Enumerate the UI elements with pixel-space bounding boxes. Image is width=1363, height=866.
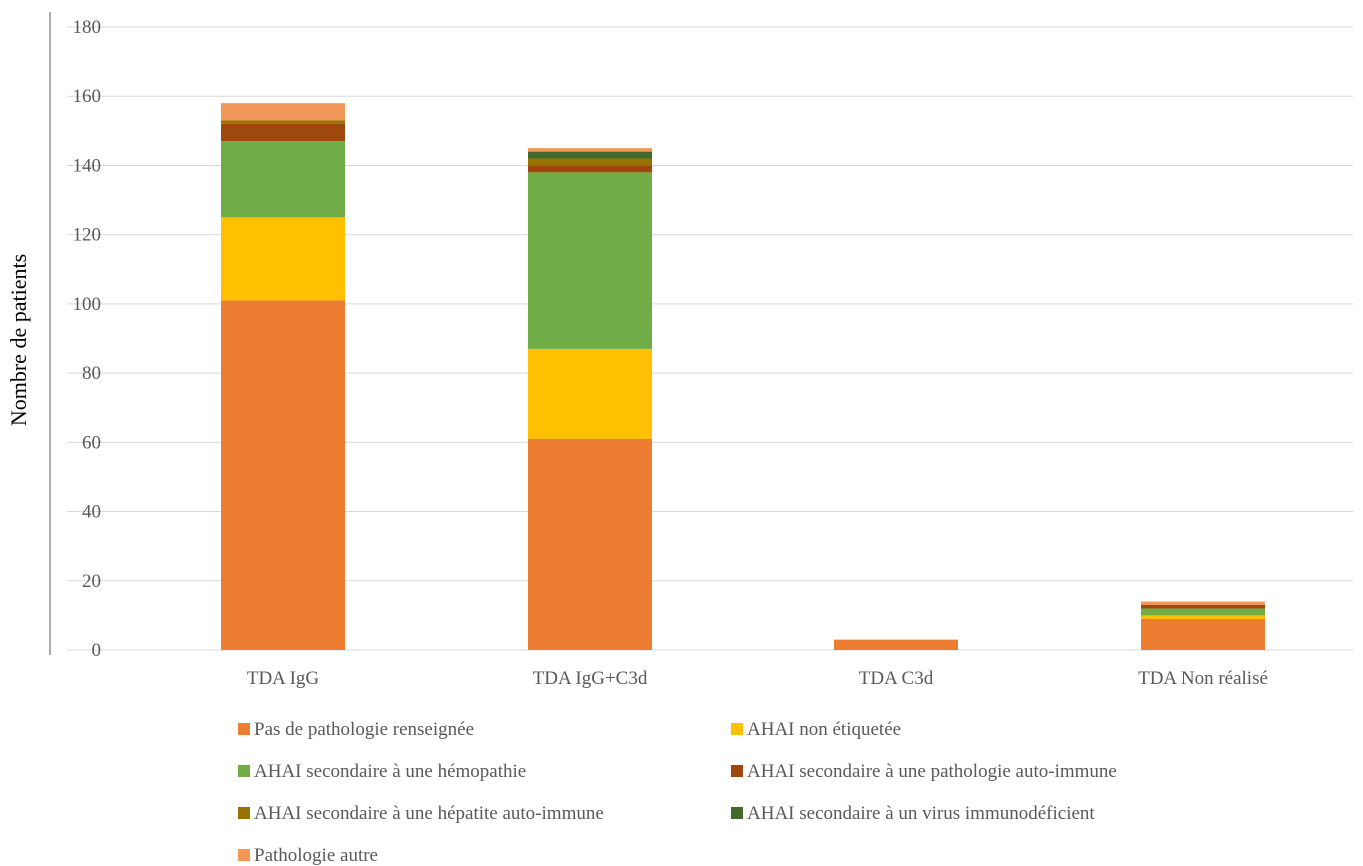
legend-swatch (238, 765, 250, 777)
bar-segment (528, 158, 652, 166)
y-tick-label: 180 (73, 17, 102, 38)
bar-segment (528, 438, 652, 650)
legend-swatch (238, 723, 250, 735)
bar-segment (221, 141, 345, 218)
x-category-label: TDA IgG+C3d (533, 668, 648, 689)
bar-segment (528, 348, 652, 439)
y-tick-label: 100 (73, 294, 102, 315)
legend-label: AHAI secondaire à une hémopathie (254, 761, 526, 782)
y-tick-label: 0 (92, 640, 102, 661)
y-axis-title: Nombre de patients (6, 254, 31, 426)
x-category-label: TDA Non réalisé (1138, 668, 1268, 689)
y-tick-label: 20 (82, 571, 101, 592)
bar-segment (834, 639, 958, 650)
y-tick-label: 140 (73, 155, 102, 176)
bar-segment (221, 217, 345, 301)
legend-swatch (731, 807, 743, 819)
x-category-labels: TDA IgG TDA IgG+C3d TDA C3d TDA Non réalisé (247, 668, 1268, 689)
legend-label: AHAI secondaire à une pathologie auto-im… (747, 761, 1117, 782)
bar-segment (1141, 618, 1265, 650)
bar-segment (221, 300, 345, 650)
x-category-label: TDA C3d (859, 668, 934, 689)
y-tick-label: 80 (82, 363, 101, 384)
legend-swatch (731, 765, 743, 777)
bar-segment (528, 151, 652, 159)
bar-segment (1141, 601, 1265, 606)
y-tick-label: 60 (82, 432, 101, 453)
legend-label: AHAI secondaire à une hépatite auto-immu… (254, 803, 604, 824)
y-tick-label: 120 (73, 225, 102, 246)
legend-swatch (731, 723, 743, 735)
y-tick-labels: 0 20 40 60 80 100 120 140 160 180 (73, 17, 102, 661)
bar-segment (528, 165, 652, 173)
bar-segment (1141, 608, 1265, 616)
legend-swatch (238, 807, 250, 819)
legend-label: Pathologie autre (254, 845, 378, 866)
y-tick-label: 160 (73, 86, 102, 107)
legend-label: Pas de pathologie renseignée (254, 719, 474, 740)
bar-segment (528, 172, 652, 349)
bars (221, 103, 1265, 650)
bar-segment (221, 120, 345, 124)
legend: Pas de pathologie renseignée AHAI non éti… (238, 719, 1117, 866)
bar-segment (1141, 615, 1265, 619)
legend-label: AHAI non étiquetée (747, 719, 901, 740)
x-category-label: TDA IgG (247, 668, 320, 689)
legend-swatch (238, 849, 250, 861)
bar-segment (1141, 605, 1265, 609)
bar-segment (221, 123, 345, 142)
bar-segment (221, 103, 345, 121)
y-tick-label: 40 (82, 502, 101, 523)
legend-label: AHAI secondaire à un virus immunodéficie… (747, 803, 1095, 824)
bar-segment (528, 148, 652, 152)
